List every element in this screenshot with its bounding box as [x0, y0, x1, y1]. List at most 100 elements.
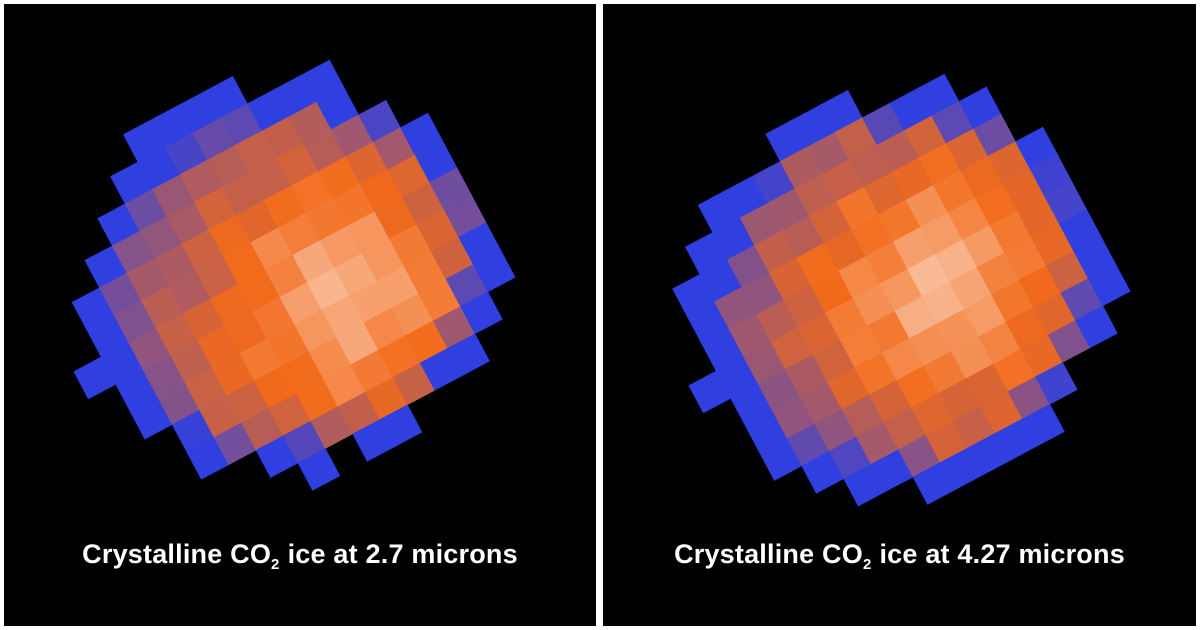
- map-pixel: [891, 157, 934, 201]
- map-pixel: [376, 265, 419, 309]
- map-pixel: [252, 296, 295, 340]
- map-pixel: [912, 462, 956, 505]
- pixel-grid: [672, 73, 1131, 507]
- map-pixel: [728, 314, 772, 357]
- map-pixel: [1029, 154, 1073, 197]
- map-pixel: [281, 351, 324, 395]
- map-pixel: [139, 216, 182, 259]
- map-pixel: [688, 370, 732, 414]
- map-pixel: [250, 227, 294, 271]
- map-pixel: [110, 161, 153, 205]
- map-pixel: [234, 130, 277, 174]
- map-pixel: [741, 272, 785, 315]
- map-pixel: [219, 103, 263, 146]
- map-pixel: [350, 349, 394, 393]
- map-pixel: [772, 396, 815, 439]
- map-pixel: [839, 325, 883, 368]
- map-pixel: [261, 116, 305, 159]
- map-pixel: [828, 436, 872, 480]
- map-pixel: [672, 274, 715, 317]
- map-pixel: [247, 88, 290, 132]
- map-pixel: [973, 113, 1016, 157]
- map-pixel: [838, 255, 881, 299]
- map-pixel: [389, 223, 432, 267]
- map-pixel: [938, 378, 981, 421]
- caption-2-7-microns: Crystalline CO2 ice at 2.7 microns: [4, 539, 596, 573]
- map-pixel: [896, 365, 939, 409]
- map-pixel: [701, 328, 744, 372]
- map-pixel: [226, 380, 270, 424]
- map-pixel: [224, 311, 268, 354]
- map-pixel: [697, 190, 741, 233]
- map-pixel: [403, 251, 447, 294]
- map-pixel: [348, 280, 392, 324]
- map-pixel: [759, 438, 803, 481]
- map-pixel: [416, 209, 460, 253]
- map-pixel: [898, 434, 941, 478]
- map-pixel: [921, 281, 965, 325]
- map-pixel: [989, 210, 1033, 254]
- map-pixel: [294, 309, 337, 353]
- caption-subscript: 2: [862, 556, 872, 573]
- map-pixel: [994, 418, 1038, 462]
- map-pixel: [862, 102, 905, 146]
- map-pixel: [1020, 334, 1063, 378]
- map-pixel: [870, 449, 914, 492]
- map-pixel: [113, 300, 157, 343]
- map-pixel: [472, 249, 516, 293]
- map-pixel: [974, 183, 1018, 226]
- map-pixel: [894, 296, 938, 339]
- map-pixel: [223, 241, 266, 285]
- map-pixel: [726, 244, 770, 288]
- map-pixel: [235, 200, 279, 243]
- map-pixel: [166, 201, 210, 245]
- map-pixel: [868, 380, 912, 423]
- map-pixel: [951, 336, 994, 379]
- map-pixel: [429, 167, 472, 211]
- map-pixel: [743, 341, 786, 385]
- map-pixel: [124, 188, 168, 232]
- map-pixel: [945, 128, 989, 172]
- map-pixel: [976, 252, 1020, 296]
- map-pixel: [330, 114, 374, 158]
- map-pixel: [334, 253, 377, 296]
- caption-suffix: ice at 4.27 microns: [879, 539, 1125, 569]
- map-pixel: [820, 90, 863, 133]
- map-pixel: [137, 147, 181, 190]
- map-pixel: [797, 312, 841, 356]
- map-pixel: [374, 196, 418, 240]
- map-pixel: [266, 324, 310, 367]
- map-pixel: [958, 86, 1002, 130]
- caption-subscript: 2: [271, 556, 280, 573]
- map-pixel: [387, 154, 430, 198]
- map-pixel: [100, 342, 144, 385]
- map-pixel: [445, 264, 489, 307]
- map-pixel: [177, 90, 221, 134]
- map-pixel: [712, 217, 755, 261]
- map-pixel: [785, 354, 828, 397]
- map-pixel: [754, 230, 797, 273]
- map-pixel: [1005, 307, 1049, 350]
- pixel-grid: [71, 59, 516, 491]
- map-pixel: [71, 287, 115, 330]
- map-pixel: [767, 188, 810, 232]
- map-pixel: [863, 172, 907, 215]
- map-pixel: [283, 420, 326, 464]
- map-pixel: [799, 381, 843, 425]
- left-image-panel: Crystalline CO2 ice at 2.7 microns: [4, 4, 596, 626]
- map-pixel: [856, 421, 899, 465]
- map-pixel: [255, 435, 299, 478]
- map-pixel: [978, 321, 1022, 365]
- map-pixel: [155, 313, 199, 356]
- map-pixel: [392, 362, 436, 406]
- map-pixel: [418, 278, 461, 322]
- map-pixel: [1087, 263, 1131, 307]
- map-pixel: [297, 448, 341, 491]
- map-pixel: [310, 406, 354, 449]
- map-pixel: [316, 87, 359, 130]
- map-pixel: [960, 155, 1004, 199]
- map-pixel: [308, 336, 352, 380]
- map-pixel: [205, 76, 248, 119]
- map-pixel: [274, 74, 317, 117]
- map-pixel: [290, 170, 334, 214]
